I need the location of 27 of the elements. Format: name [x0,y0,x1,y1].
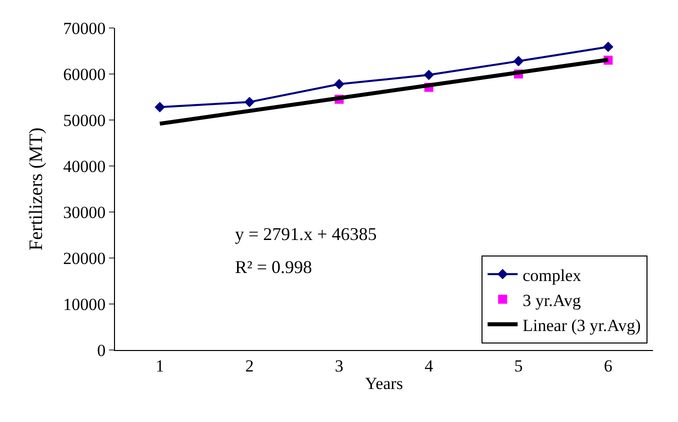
y-tick-label: 70000 [63,18,106,38]
y-tick-label: 10000 [63,294,106,314]
point [154,102,166,112]
point [513,56,524,66]
legend-label: 3 yr.Avg [522,290,582,310]
y-tick-label: 30000 [63,202,106,222]
y-tick-label: 0 [97,340,106,360]
y-tick-label: 20000 [63,248,106,268]
annotation: R² = 0.998 [235,257,312,277]
y-tick-label: 60000 [63,64,106,84]
x-tick-label: 1 [156,356,164,376]
legend-label: complex [522,266,582,285]
x-tick-label: 6 [604,356,612,376]
y-tick-label: 40000 [63,156,106,176]
y-tick-label: 50000 [63,110,106,130]
x-tick-label: 5 [514,356,523,376]
x-tick-label: 4 [424,356,434,376]
annotation: y = 2791.x + 46385 [235,224,377,244]
point [602,42,614,52]
point [334,78,344,90]
legend-label: Linear (3 yr.Avg) [522,316,641,335]
x-tick-label: 2 [245,356,254,376]
x-axis-title: Years [365,374,403,393]
point [424,70,434,80]
point [244,96,255,108]
y-axis-title: Fertilizers (MT) [26,128,47,250]
x-tick-label: 3 [334,356,344,376]
